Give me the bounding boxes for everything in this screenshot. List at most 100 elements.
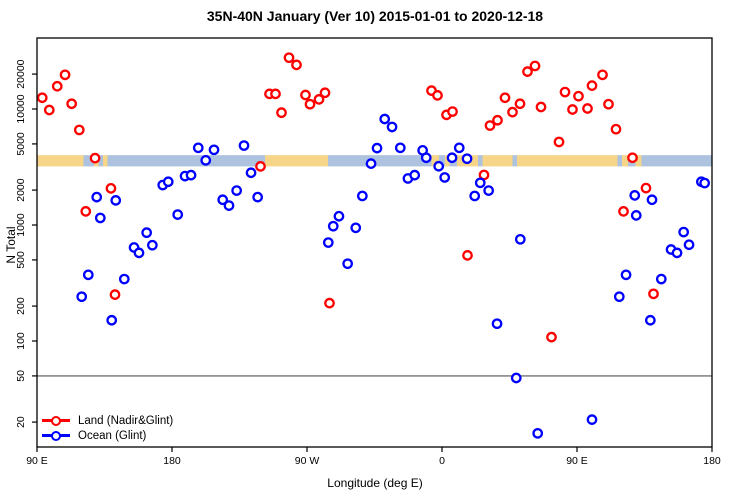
data-point-ocean	[110, 195, 122, 206]
x-tick-label: 90 E	[26, 455, 48, 467]
plot-frame	[36, 37, 713, 448]
data-point-ocean	[245, 167, 257, 179]
data-point-ocean	[379, 113, 391, 125]
data-point-ocean	[469, 190, 481, 202]
data-point-ocean	[409, 169, 421, 181]
data-point-ocean	[420, 152, 432, 164]
data-point-ocean	[514, 233, 526, 245]
data-point-ocean	[394, 142, 406, 154]
land-marker-icon	[42, 415, 70, 426]
data-point-land	[499, 92, 511, 104]
data-point-land	[522, 66, 533, 77]
y-tick-label: 10000	[15, 94, 27, 123]
map-band-segment-ocean	[83, 155, 94, 167]
data-point-ocean	[118, 273, 130, 285]
data-point-ocean	[94, 212, 106, 224]
legend-item-land: Land (Nadir&Glint)	[42, 413, 173, 428]
data-point-land	[462, 250, 473, 261]
data-point-land	[324, 297, 335, 309]
map-band-segment-land	[431, 155, 439, 167]
data-point-ocean	[646, 194, 658, 206]
data-point-land	[270, 88, 281, 100]
data-point-land	[432, 90, 443, 101]
data-point-ocean	[483, 185, 494, 196]
data-point-land	[109, 289, 121, 300]
legend: Land (Nadir&Glint) Ocean (Glint)	[42, 413, 173, 443]
legend-item-ocean: Ocean (Glint)	[42, 428, 173, 443]
map-band-segment-ocean	[641, 155, 712, 167]
data-point-ocean	[474, 177, 486, 189]
data-point-ocean	[252, 191, 263, 203]
data-point-ocean	[327, 220, 339, 232]
data-point-ocean	[141, 227, 152, 239]
data-point-ocean	[200, 154, 212, 166]
x-tick-label: 90 W	[295, 455, 320, 467]
x-tick-label: 180	[163, 455, 181, 467]
map-band-segment-land	[445, 155, 450, 167]
data-point-ocean	[678, 226, 690, 238]
data-point-ocean	[655, 273, 667, 285]
map-band-segment-land	[103, 155, 108, 167]
data-point-ocean	[172, 209, 184, 220]
data-point-land	[559, 86, 571, 98]
data-point-ocean	[133, 247, 145, 259]
y-axis-label: N Total	[4, 226, 18, 264]
data-point-land	[313, 94, 325, 105]
data-point-ocean	[446, 152, 458, 164]
data-point-land	[43, 104, 55, 116]
data-point-land	[597, 69, 608, 81]
data-point-land	[573, 90, 584, 102]
data-point-land	[567, 104, 578, 115]
data-point-land	[59, 69, 71, 81]
map-band-segment-ocean	[328, 155, 432, 167]
map-band-segment-land	[622, 155, 628, 167]
map-band-segment-ocean	[439, 155, 445, 167]
data-point-ocean	[586, 414, 598, 425]
data-point-land	[283, 52, 295, 64]
data-point-ocean	[371, 142, 383, 154]
data-point-land	[582, 103, 593, 114]
data-point-ocean	[185, 169, 197, 181]
data-point-land	[319, 87, 331, 99]
data-point-land	[276, 107, 287, 119]
data-point-ocean	[644, 314, 656, 326]
data-point-ocean	[82, 269, 94, 281]
y-tick-label: 5000	[15, 132, 27, 156]
chart-title: 35N-40N January (Ver 10) 2015-01-01 to 2…	[206, 8, 544, 24]
data-point-land	[610, 123, 622, 135]
data-point-ocean	[333, 210, 345, 222]
data-point-ocean	[613, 291, 625, 303]
map-band-segment-ocean	[512, 155, 517, 167]
data-point-land	[618, 206, 629, 217]
data-point-ocean	[192, 142, 204, 154]
legend-label-land: Land (Nadir&Glint)	[78, 414, 174, 427]
data-point-land	[66, 98, 78, 110]
data-point-ocean	[620, 269, 632, 281]
data-point-ocean	[386, 121, 398, 133]
data-point-ocean	[439, 172, 451, 183]
data-point-land	[586, 80, 598, 91]
data-point-ocean	[671, 247, 683, 259]
data-point-land	[300, 89, 311, 101]
data-point-land	[507, 106, 518, 118]
data-point-ocean	[433, 160, 445, 172]
data-point-land	[291, 59, 302, 71]
data-point-land	[73, 124, 85, 136]
map-band-segment-land	[517, 155, 618, 167]
data-point-ocean	[510, 372, 522, 384]
data-point-ocean	[91, 191, 103, 203]
map-band-segment-land	[265, 155, 328, 167]
map-band-segment-ocean	[98, 155, 103, 167]
data-point-land	[627, 152, 638, 164]
data-point-land	[492, 114, 503, 126]
data-point-land	[514, 98, 526, 110]
data-point-ocean	[356, 190, 368, 202]
data-point-ocean	[322, 237, 334, 248]
y-tick-label: 1000	[15, 213, 27, 237]
data-point-ocean	[342, 258, 353, 270]
data-point-land	[304, 98, 316, 110]
data-point-ocean	[699, 177, 711, 189]
data-point-land	[36, 92, 48, 104]
x-tick-label: 90 E	[566, 455, 588, 467]
